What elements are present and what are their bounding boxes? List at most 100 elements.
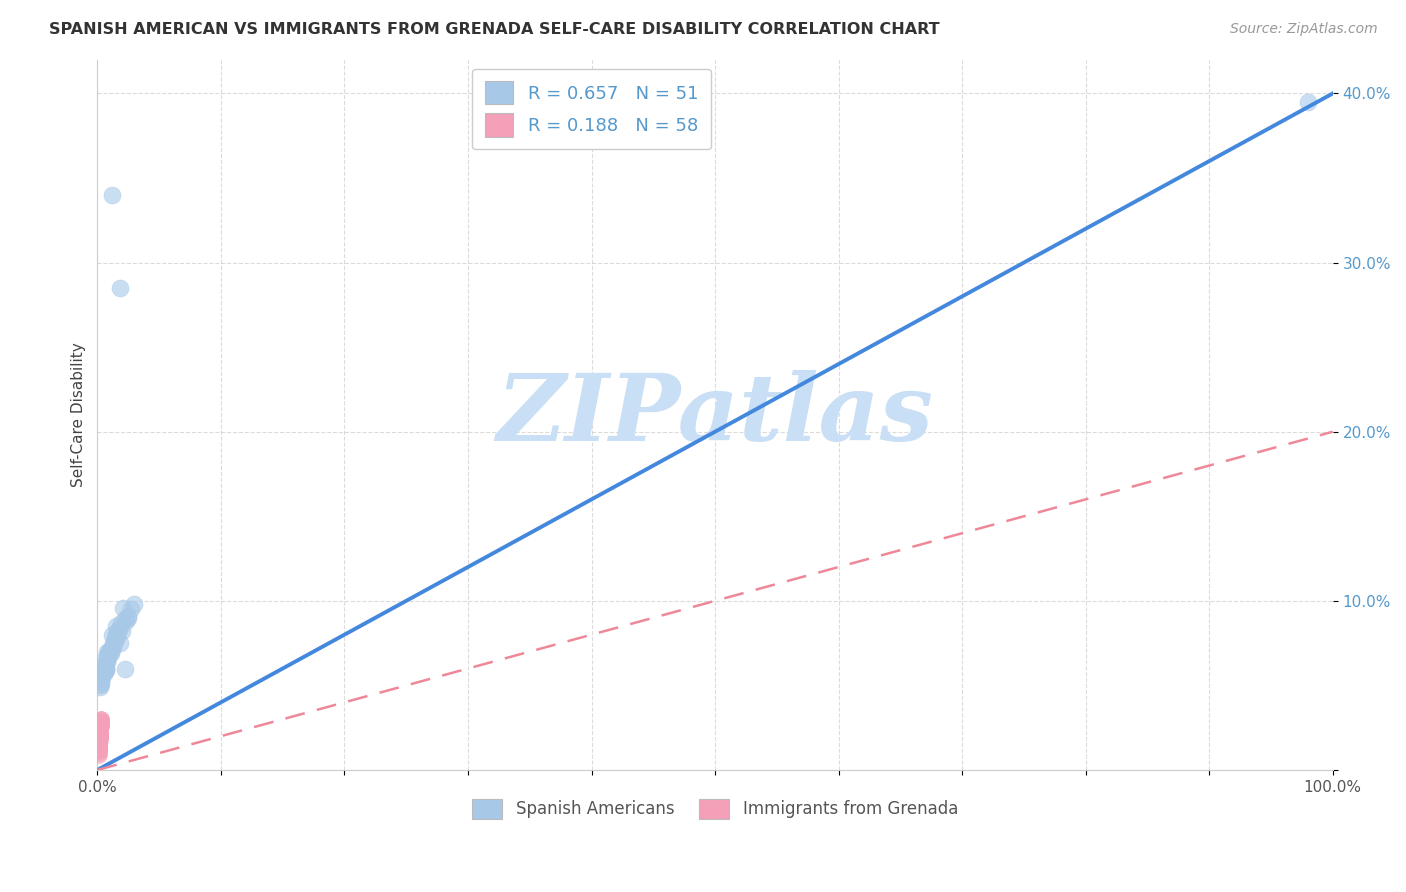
Point	[104, 626, 127, 640]
Point	[89, 724, 111, 739]
Point	[114, 614, 136, 628]
Legend: Spanish Americans, Immigrants from Grenada: Spanish Americans, Immigrants from Grena…	[465, 792, 965, 826]
Point	[101, 628, 124, 642]
Point	[87, 739, 110, 754]
Point	[96, 655, 118, 669]
Point	[90, 714, 112, 728]
Point	[87, 734, 110, 748]
Point	[89, 721, 111, 735]
Point	[114, 661, 136, 675]
Point	[89, 724, 111, 739]
Point	[93, 658, 115, 673]
Point	[94, 663, 117, 677]
Point	[90, 712, 112, 726]
Point	[90, 715, 112, 730]
Point	[100, 646, 122, 660]
Point	[87, 742, 110, 756]
Point	[98, 643, 121, 657]
Point	[94, 660, 117, 674]
Point	[87, 736, 110, 750]
Point	[87, 738, 110, 752]
Point	[91, 670, 114, 684]
Point	[89, 727, 111, 741]
Point	[89, 724, 111, 739]
Point	[104, 631, 127, 645]
Point	[89, 731, 111, 745]
Point	[96, 653, 118, 667]
Point	[97, 648, 120, 662]
Point	[111, 624, 134, 639]
Point	[89, 721, 111, 735]
Point	[90, 717, 112, 731]
Point	[96, 653, 118, 667]
Point	[90, 712, 112, 726]
Point	[87, 744, 110, 758]
Point	[93, 660, 115, 674]
Point	[104, 634, 127, 648]
Point	[87, 739, 110, 754]
Point	[112, 600, 135, 615]
Point	[87, 741, 110, 756]
Point	[87, 741, 110, 756]
Point	[97, 649, 120, 664]
Point	[1296, 95, 1319, 109]
Point	[89, 723, 111, 737]
Point	[87, 738, 110, 752]
Point	[87, 734, 110, 748]
Point	[89, 726, 111, 740]
Point	[89, 727, 111, 741]
Text: ZIPatlas: ZIPatlas	[496, 370, 934, 459]
Point	[90, 715, 112, 730]
Point	[89, 724, 111, 739]
Point	[120, 602, 142, 616]
Point	[89, 726, 111, 740]
Point	[90, 717, 112, 731]
Point	[89, 680, 111, 694]
Point	[90, 715, 112, 730]
Point	[87, 738, 110, 752]
Point	[108, 281, 131, 295]
Point	[87, 732, 110, 747]
Point	[87, 738, 110, 752]
Point	[90, 717, 112, 731]
Point	[101, 641, 124, 656]
Point	[103, 636, 125, 650]
Point	[104, 632, 127, 647]
Point	[117, 611, 139, 625]
Point	[101, 188, 124, 202]
Point	[89, 732, 111, 747]
Point	[89, 729, 111, 743]
Point	[87, 729, 110, 743]
Point	[94, 661, 117, 675]
Point	[105, 628, 128, 642]
Point	[91, 670, 114, 684]
Point	[93, 653, 115, 667]
Y-axis label: Self-Care Disability: Self-Care Disability	[72, 343, 86, 487]
Point	[89, 678, 111, 692]
Point	[108, 621, 131, 635]
Point	[90, 719, 112, 733]
Point	[108, 636, 131, 650]
Point	[87, 739, 110, 754]
Point	[87, 747, 110, 762]
Point	[124, 597, 146, 611]
Point	[87, 731, 110, 745]
Point	[103, 640, 125, 654]
Point	[100, 644, 122, 658]
Point	[89, 723, 111, 737]
Point	[107, 623, 129, 637]
Point	[90, 677, 112, 691]
Point	[87, 732, 110, 747]
Point	[104, 619, 127, 633]
Point	[87, 746, 110, 760]
Text: Source: ZipAtlas.com: Source: ZipAtlas.com	[1230, 22, 1378, 37]
Point	[105, 629, 128, 643]
Point	[110, 615, 132, 630]
Point	[94, 660, 117, 674]
Point	[97, 646, 120, 660]
Point	[114, 612, 136, 626]
Point	[90, 714, 112, 728]
Point	[87, 736, 110, 750]
Point	[89, 723, 111, 737]
Point	[89, 726, 111, 740]
